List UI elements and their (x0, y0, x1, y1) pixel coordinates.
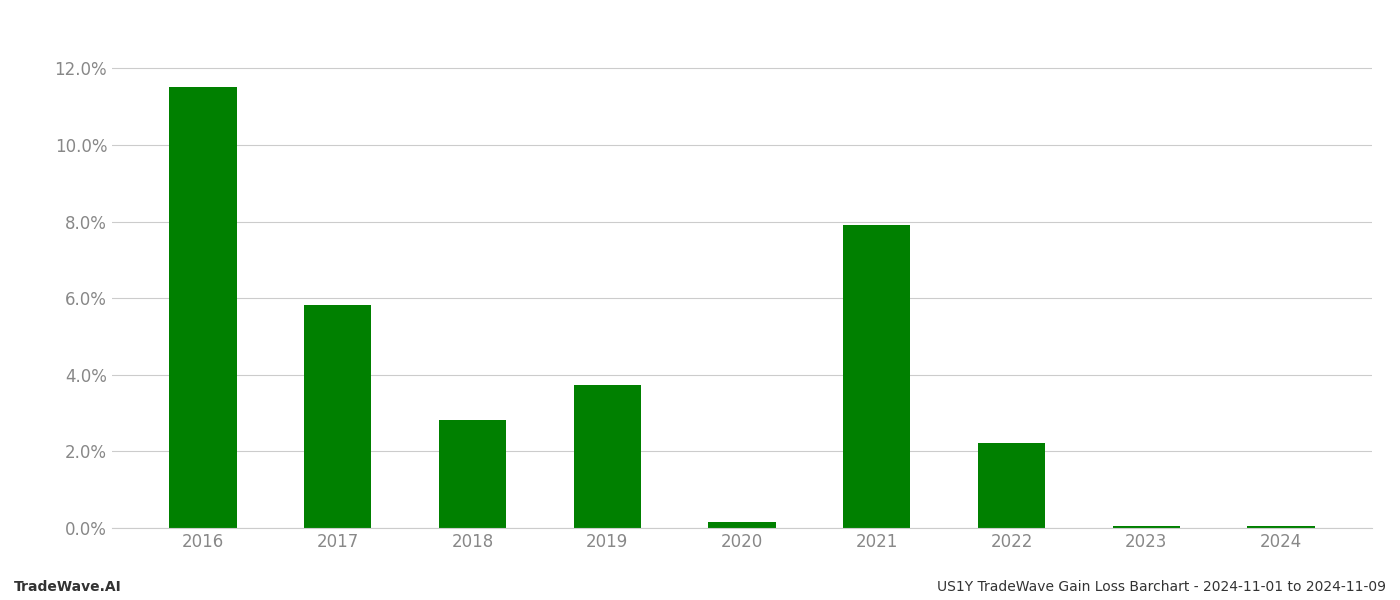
Text: TradeWave.AI: TradeWave.AI (14, 580, 122, 594)
Bar (304, 305, 371, 528)
Bar (977, 443, 1046, 528)
Bar (1247, 526, 1315, 528)
Bar (843, 224, 910, 528)
Bar (438, 420, 507, 528)
Bar (708, 522, 776, 528)
Bar (169, 86, 237, 528)
Text: US1Y TradeWave Gain Loss Barchart - 2024-11-01 to 2024-11-09: US1Y TradeWave Gain Loss Barchart - 2024… (937, 580, 1386, 594)
Bar (574, 385, 641, 528)
Bar (1113, 526, 1180, 528)
